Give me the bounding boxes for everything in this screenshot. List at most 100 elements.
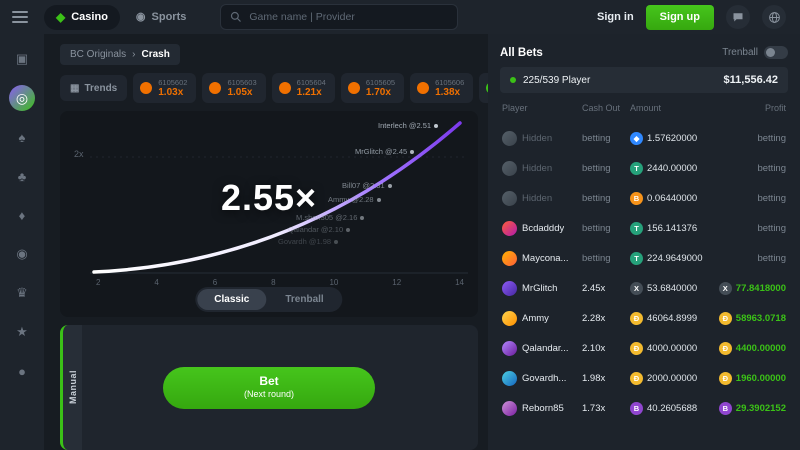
bet-row[interactable]: Hidden betting ◆ 1.57620000 betting [500,123,788,153]
bets-table-header: Player Cash Out Amount Profit [500,101,788,115]
round-multiplier: 1.38x [435,86,461,98]
star-icon[interactable]: ★ [16,324,28,339]
round-id: 6105605 [365,77,396,87]
bet-row[interactable]: Reborn85 1.73x B 40.2605688 B 29.3902152 [500,393,788,423]
bet-amount: 46064.8999 [647,312,698,324]
cashout-label: Ammy @2.28 [328,195,374,204]
player-avatar [502,310,517,326]
bet-button[interactable]: Bet (Next round) [163,366,375,409]
player-avatar [502,160,517,176]
topbar: ◆ Casino ◉ Sports Sign in Sign up [0,0,800,34]
ball-icon[interactable]: ● [18,363,26,379]
chart-mode-tabs: Classic Trenball [195,287,343,312]
breadcrumb: BC Originals › Crash [60,44,180,65]
profit-value: 29.3902152 [735,402,786,414]
players-stats-row: 225/539 Player $11,556.42 [500,67,788,93]
manual-label: Manual [67,370,78,405]
trenball-toggle[interactable]: Trenball [722,46,788,59]
coin-usdt-icon: T [630,161,643,175]
player-avatar [502,250,517,266]
sports-ball-icon: ◉ [135,10,146,23]
col-cashout: Cash Out [582,103,621,113]
round-dot-icon [140,82,153,94]
round-history-badge[interactable]: 6105604 1.21x [271,73,335,103]
trends-button[interactable]: ▦ Trends [60,75,128,101]
sidebar: ▣ ◎ ♠ ♣ ♦ ◉ ♛ ★ ● [0,34,44,450]
bet-button-label: Bet [259,374,279,389]
diamond-game-icon[interactable]: ♦ [18,207,26,223]
bet-amount: 0.06440000 [647,192,698,204]
cashout-annotation: Qalandar @2.10 [288,225,351,234]
coin-btc-icon: B [630,191,643,205]
bet-row[interactable]: Qalandar... 2.10x Ð 4000.00000 Ð 4400.00… [500,333,788,363]
bet-row[interactable]: Govardh... 1.98x Ð 2000.00000 Ð 1960.000… [500,363,788,393]
sign-in-button[interactable]: Sign in [597,11,634,23]
sports-button[interactable]: ◉ Sports [130,11,192,23]
bet-row[interactable]: Maycona... betting T 224.9649000 betting [500,243,788,273]
auth-area: Sign in Sign up [597,4,786,30]
breadcrumb-parent[interactable]: BC Originals [70,49,127,60]
bet-row[interactable]: Hidden betting T 2440.00000 betting [500,153,788,183]
profit-value: betting [757,192,786,204]
spade-game-icon[interactable]: ♠ [18,129,26,145]
live-dot-icon [510,77,516,83]
cashout-dot-icon [346,227,351,232]
lifebuoy-icon[interactable]: ◉ [16,246,28,261]
casino-button[interactable]: ◆ Casino [44,4,120,30]
menu-icon[interactable] [12,11,28,23]
player-name: Hidden [522,192,553,204]
bet-amount: 2000.00000 [647,372,698,384]
round-history-badge[interactable]: 6105605 1.70x [340,73,405,103]
sign-up-button[interactable]: Sign up [645,4,714,30]
cashout-value: betting [582,192,611,204]
player-avatar [502,220,517,236]
bets-table: Hidden betting ◆ 1.57620000 betting [500,123,788,423]
bet-row[interactable]: Bcdadddy betting T 156.141376 betting [500,213,788,243]
trenball-switch-icon[interactable] [764,46,788,59]
chart-tab-classic[interactable]: Classic [197,289,267,310]
bet-row[interactable]: Ammy 2.28x Ð 46064.8999 Ð 58963.0718 [500,303,788,333]
trenball-toggle-label: Trenball [722,47,758,58]
chat-icon[interactable] [726,5,750,29]
profit-value: betting [757,132,786,144]
round-history-badge[interactable]: 6105603 1.05x [202,73,266,103]
profit-value: 4400.00000 [735,342,786,354]
cashout-label: Govardh @1.98 [278,237,332,246]
bet-row[interactable]: MrGlitch 2.45x X 53.6840000 X 77.8418000 [500,273,788,303]
gift-icon[interactable]: ▣ [15,51,29,66]
round-dot-icon [278,82,291,94]
round-id: 6105602 [158,77,188,87]
game-search [220,4,459,30]
cashout-annotation: Bill07 @2.31 [342,181,392,190]
cashout-value: 2.10x [582,342,606,354]
search-input[interactable] [249,11,449,23]
profit-value: 58963.0718 [735,312,786,324]
cashout-value: 1.73x [582,402,606,414]
col-profit: Profit [764,103,786,113]
player-avatar [502,130,517,146]
crown-icon[interactable]: ♛ [16,285,28,300]
player-avatar [502,190,517,206]
manual-mode-tab[interactable]: Manual [60,325,82,450]
total-wagered: $11,556.42 [723,74,778,86]
round-history-badge[interactable]: 6105602 1.03x [133,73,197,103]
cashout-label: Qalandar @2.10 [288,225,344,234]
cashout-value: 2.28x [582,312,606,324]
cashout-value: betting [582,222,611,234]
crash-game-icon[interactable]: ◎ [9,85,35,111]
language-globe-icon[interactable] [762,5,786,29]
cashout-annotation: M.shan305 @2.16 [296,213,365,222]
profit-value: 1960.00000 [735,372,786,384]
x-axis-ticks: 2 4 6 8 10 12 14 [96,278,464,287]
round-multiplier: 1.05x [227,86,253,98]
bet-amount: 2440.00000 [647,162,698,174]
x-axis-tick: 8 [271,278,276,287]
clover-game-icon[interactable]: ♣ [17,168,27,184]
bet-amount: 156.141376 [647,222,698,234]
chart-tab-trenball[interactable]: Trenball [268,289,340,310]
round-history-badge[interactable]: 6105606 1.38x [410,73,474,103]
coin-usdt-icon: T [630,251,643,265]
bet-row[interactable]: Hidden betting B 0.06440000 betting [500,183,788,213]
round-history: ▦ Trends 6105602 1.03x 6105603 1.05x [60,73,543,103]
round-id: 6105603 [227,77,257,87]
